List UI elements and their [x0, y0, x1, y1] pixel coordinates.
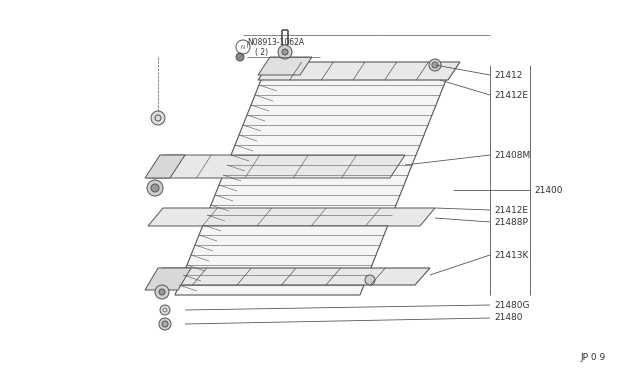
- Circle shape: [159, 289, 165, 295]
- Polygon shape: [148, 208, 435, 226]
- Polygon shape: [145, 155, 185, 178]
- Circle shape: [278, 45, 292, 59]
- Circle shape: [162, 321, 168, 327]
- Circle shape: [365, 275, 375, 285]
- Text: 21488P: 21488P: [494, 218, 528, 227]
- Circle shape: [432, 62, 438, 68]
- Text: 21400: 21400: [534, 186, 563, 195]
- Text: 21408M: 21408M: [494, 151, 531, 160]
- Polygon shape: [175, 75, 448, 295]
- Circle shape: [147, 180, 163, 196]
- Circle shape: [429, 59, 441, 71]
- Circle shape: [282, 49, 288, 55]
- Text: N: N: [241, 45, 245, 49]
- Text: JP 0 9: JP 0 9: [580, 353, 605, 362]
- Text: ( 2): ( 2): [255, 48, 268, 57]
- Polygon shape: [148, 268, 430, 285]
- Text: 21480: 21480: [494, 314, 522, 323]
- Polygon shape: [258, 62, 460, 80]
- Circle shape: [151, 184, 159, 192]
- Circle shape: [155, 285, 169, 299]
- Circle shape: [151, 111, 165, 125]
- Polygon shape: [258, 57, 312, 75]
- Text: 21412: 21412: [494, 71, 522, 80]
- Polygon shape: [148, 155, 405, 178]
- Text: 21412E: 21412E: [494, 90, 528, 99]
- Circle shape: [236, 53, 244, 61]
- Polygon shape: [145, 268, 191, 290]
- Text: 21412E: 21412E: [494, 205, 528, 215]
- Circle shape: [159, 318, 171, 330]
- Text: N08913-1062A: N08913-1062A: [247, 38, 304, 46]
- Text: 21413K: 21413K: [494, 250, 529, 260]
- Text: 21480G: 21480G: [494, 301, 529, 310]
- Circle shape: [160, 305, 170, 315]
